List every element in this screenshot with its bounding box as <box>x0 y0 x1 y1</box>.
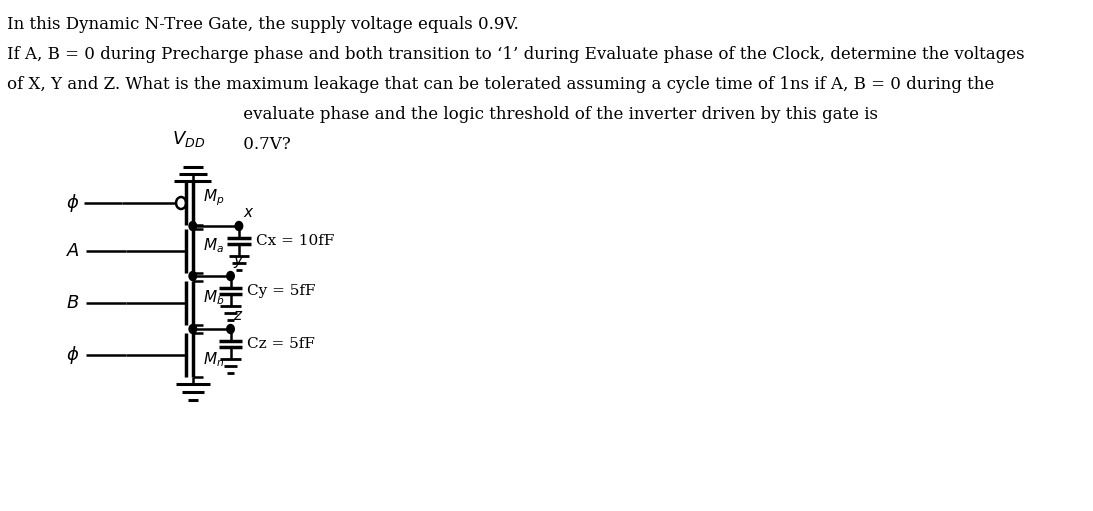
Circle shape <box>226 324 234 334</box>
Circle shape <box>189 221 197 230</box>
Circle shape <box>189 324 197 334</box>
Text: In this Dynamic N-Tree Gate, the supply voltage equals 0.9V.: In this Dynamic N-Tree Gate, the supply … <box>7 16 518 33</box>
Text: If A, B = 0 during Precharge phase and both transition to ‘1’ during Evaluate ph: If A, B = 0 during Precharge phase and b… <box>7 46 1024 63</box>
Text: $y$: $y$ <box>233 254 245 270</box>
Text: $A$: $A$ <box>66 242 80 260</box>
Text: $M_n$: $M_n$ <box>203 351 224 369</box>
Circle shape <box>189 271 197 281</box>
Text: $\phi$: $\phi$ <box>67 344 80 366</box>
Text: $M_a$: $M_a$ <box>203 237 224 256</box>
Text: $x$: $x$ <box>243 206 255 220</box>
Text: evaluate phase and the logic threshold of the inverter driven by this gate is: evaluate phase and the logic threshold o… <box>7 106 878 123</box>
Text: 0.7V?: 0.7V? <box>7 136 291 153</box>
Text: $\phi$: $\phi$ <box>67 192 80 214</box>
Text: $B$: $B$ <box>67 294 80 312</box>
Text: Cz = 5fF: Cz = 5fF <box>247 337 315 351</box>
Text: $V_{DD}$: $V_{DD}$ <box>172 129 205 149</box>
Circle shape <box>235 221 243 230</box>
Circle shape <box>226 271 234 281</box>
Text: $z$: $z$ <box>233 309 244 323</box>
Text: of X, Y and Z. What is the maximum leakage that can be tolerated assuming a cycl: of X, Y and Z. What is the maximum leaka… <box>7 76 994 93</box>
Text: Cy = 5fF: Cy = 5fF <box>247 284 316 298</box>
Text: $M_p$: $M_p$ <box>203 188 224 208</box>
Text: $M_b$: $M_b$ <box>203 289 224 307</box>
Text: Cx = 10fF: Cx = 10fF <box>256 234 334 248</box>
